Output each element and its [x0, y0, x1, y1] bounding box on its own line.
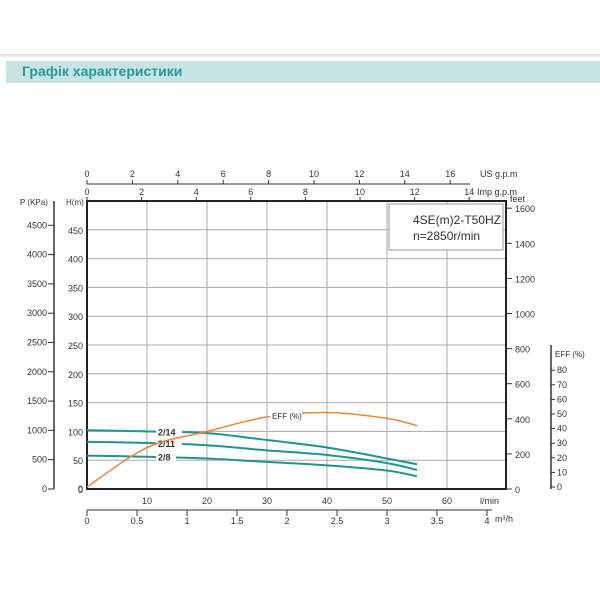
imp-gpm-tick-label: 10	[355, 187, 365, 197]
m3h-tick-label: 2	[284, 516, 289, 526]
section-title: Графік характеристики	[22, 63, 183, 79]
model-label-box	[388, 203, 504, 251]
h-tick-label: 100	[68, 427, 83, 437]
h-tick-label: 0	[78, 485, 83, 495]
feet-tick-label: 1000	[515, 310, 535, 320]
x-tick-label: 40	[322, 496, 332, 506]
eff-curve-label: EFF (%)	[272, 412, 302, 421]
eff-tick-label: 80	[557, 365, 567, 375]
eff-axis-label: EFF (%)	[555, 350, 585, 359]
us-gpm-tick-label: 16	[445, 169, 455, 179]
head-curve-2-11	[86, 440, 418, 471]
h-tick-label: 350	[68, 283, 83, 293]
m3h-tick-label: 3	[384, 516, 389, 526]
head-curve-2-14	[86, 429, 418, 466]
plot-border	[86, 200, 507, 490]
us-gpm-tick-label: 2	[130, 169, 135, 179]
m3h-tick-label: 2.5	[331, 516, 344, 526]
us-gpm-tick-label: 10	[309, 169, 319, 179]
pressure-tick-label: 4500	[27, 220, 47, 230]
us-gpm-tick-label: 12	[354, 169, 364, 179]
imp-gpm-tick-label: 0	[84, 187, 89, 197]
model-title: 4SE(m)2-T50HZ	[413, 213, 501, 227]
feet-tick-label: 800	[515, 345, 530, 355]
feet-tick-label: 1200	[515, 274, 535, 284]
model-speed: n=2850r/min	[413, 229, 480, 243]
eff-tick-label: 10	[557, 467, 567, 477]
h-tick-label: 150	[68, 399, 83, 409]
eff-label-bg	[270, 410, 302, 422]
top-divider	[0, 54, 600, 57]
curve-label-bg	[156, 451, 176, 463]
feet-tick-label: 400	[515, 415, 530, 425]
feet-tick-label: 1400	[515, 239, 535, 249]
pressure-tick-label: 4000	[27, 250, 47, 260]
h-tick-label: 250	[68, 341, 83, 351]
x-tick-label: 30	[262, 496, 272, 506]
curve-label: 2/8	[158, 453, 171, 463]
h-tick-label: 200	[68, 370, 83, 380]
feet-tick-label: 0	[515, 485, 520, 495]
eff-tick-label: 20	[557, 453, 567, 463]
eff-tick-label: 70	[557, 380, 567, 390]
m3h-tick-label: 0	[84, 516, 89, 526]
feet-tick-label: 600	[515, 380, 530, 390]
efficiency-curve	[86, 411, 418, 488]
m3h-tick-label: 1.5	[231, 516, 244, 526]
imp-gpm-label: Imp g.p.m	[477, 187, 517, 197]
h-axis-label: H(m)	[66, 198, 84, 207]
pressure-tick-label: 0	[42, 484, 47, 494]
pressure-axis-label: P (KPa)	[20, 198, 48, 207]
curve-label-bg	[156, 426, 182, 438]
feet-axis-label: feet	[510, 194, 526, 204]
eff-tick-label: 40	[557, 424, 567, 434]
us-gpm-tick-label: 4	[175, 169, 180, 179]
x-tick-label: 10	[142, 496, 152, 506]
h-tick-label: 50	[73, 456, 83, 466]
curve-label-bg	[156, 437, 182, 449]
pressure-tick-label: 3000	[27, 308, 47, 318]
x-tick-label: 20	[202, 496, 212, 506]
x-axis-label: l/min	[480, 496, 499, 506]
m3h-tick-label: 0.5	[131, 516, 144, 526]
pressure-tick-label: 2000	[27, 367, 47, 377]
imp-gpm-tick-label: 8	[303, 187, 308, 197]
us-gpm-label: US g.p.m	[480, 169, 518, 179]
pressure-tick-label: 1000	[27, 425, 47, 435]
origin-label: 0	[78, 484, 83, 494]
eff-tick-label: 0	[557, 482, 562, 492]
m3h-tick-label: 4	[484, 516, 489, 526]
feet-tick-label: 200	[515, 450, 530, 460]
feet-tick-label: 1600	[515, 204, 535, 214]
pressure-tick-label: 2500	[27, 338, 47, 348]
us-gpm-tick-label: 6	[221, 169, 226, 179]
x-tick-label: 60	[442, 496, 452, 506]
eff-tick-label: 30	[557, 438, 567, 448]
imp-gpm-tick-label: 4	[194, 187, 199, 197]
us-gpm-tick-label: 14	[400, 169, 410, 179]
m3h-tick-label: 1	[184, 516, 189, 526]
x-tick-label: 50	[382, 496, 392, 506]
us-gpm-tick-label: 8	[266, 169, 271, 179]
section-header: Графік характеристики	[6, 61, 600, 83]
imp-gpm-tick-label: 12	[410, 187, 420, 197]
h-tick-label: 450	[68, 226, 83, 236]
imp-gpm-tick-label: 2	[139, 187, 144, 197]
pressure-tick-label: 3500	[27, 279, 47, 289]
imp-gpm-tick-label: 6	[248, 187, 253, 197]
h-tick-label: 400	[68, 255, 83, 265]
m3h-tick-label: 3.5	[431, 516, 444, 526]
pressure-tick-label: 500	[32, 455, 47, 465]
eff-tick-label: 50	[557, 409, 567, 419]
curve-label: 2/11	[158, 439, 175, 449]
us-gpm-tick-label: 0	[84, 169, 89, 179]
head-curve-2-8	[86, 454, 418, 478]
pressure-tick-label: 1500	[27, 396, 47, 406]
curve-label: 2/14	[158, 427, 176, 437]
m3h-axis-label: m³/h	[495, 514, 513, 524]
eff-tick-label: 60	[557, 394, 567, 404]
imp-gpm-tick-label: 14	[464, 187, 474, 197]
h-tick-label: 300	[68, 312, 83, 322]
